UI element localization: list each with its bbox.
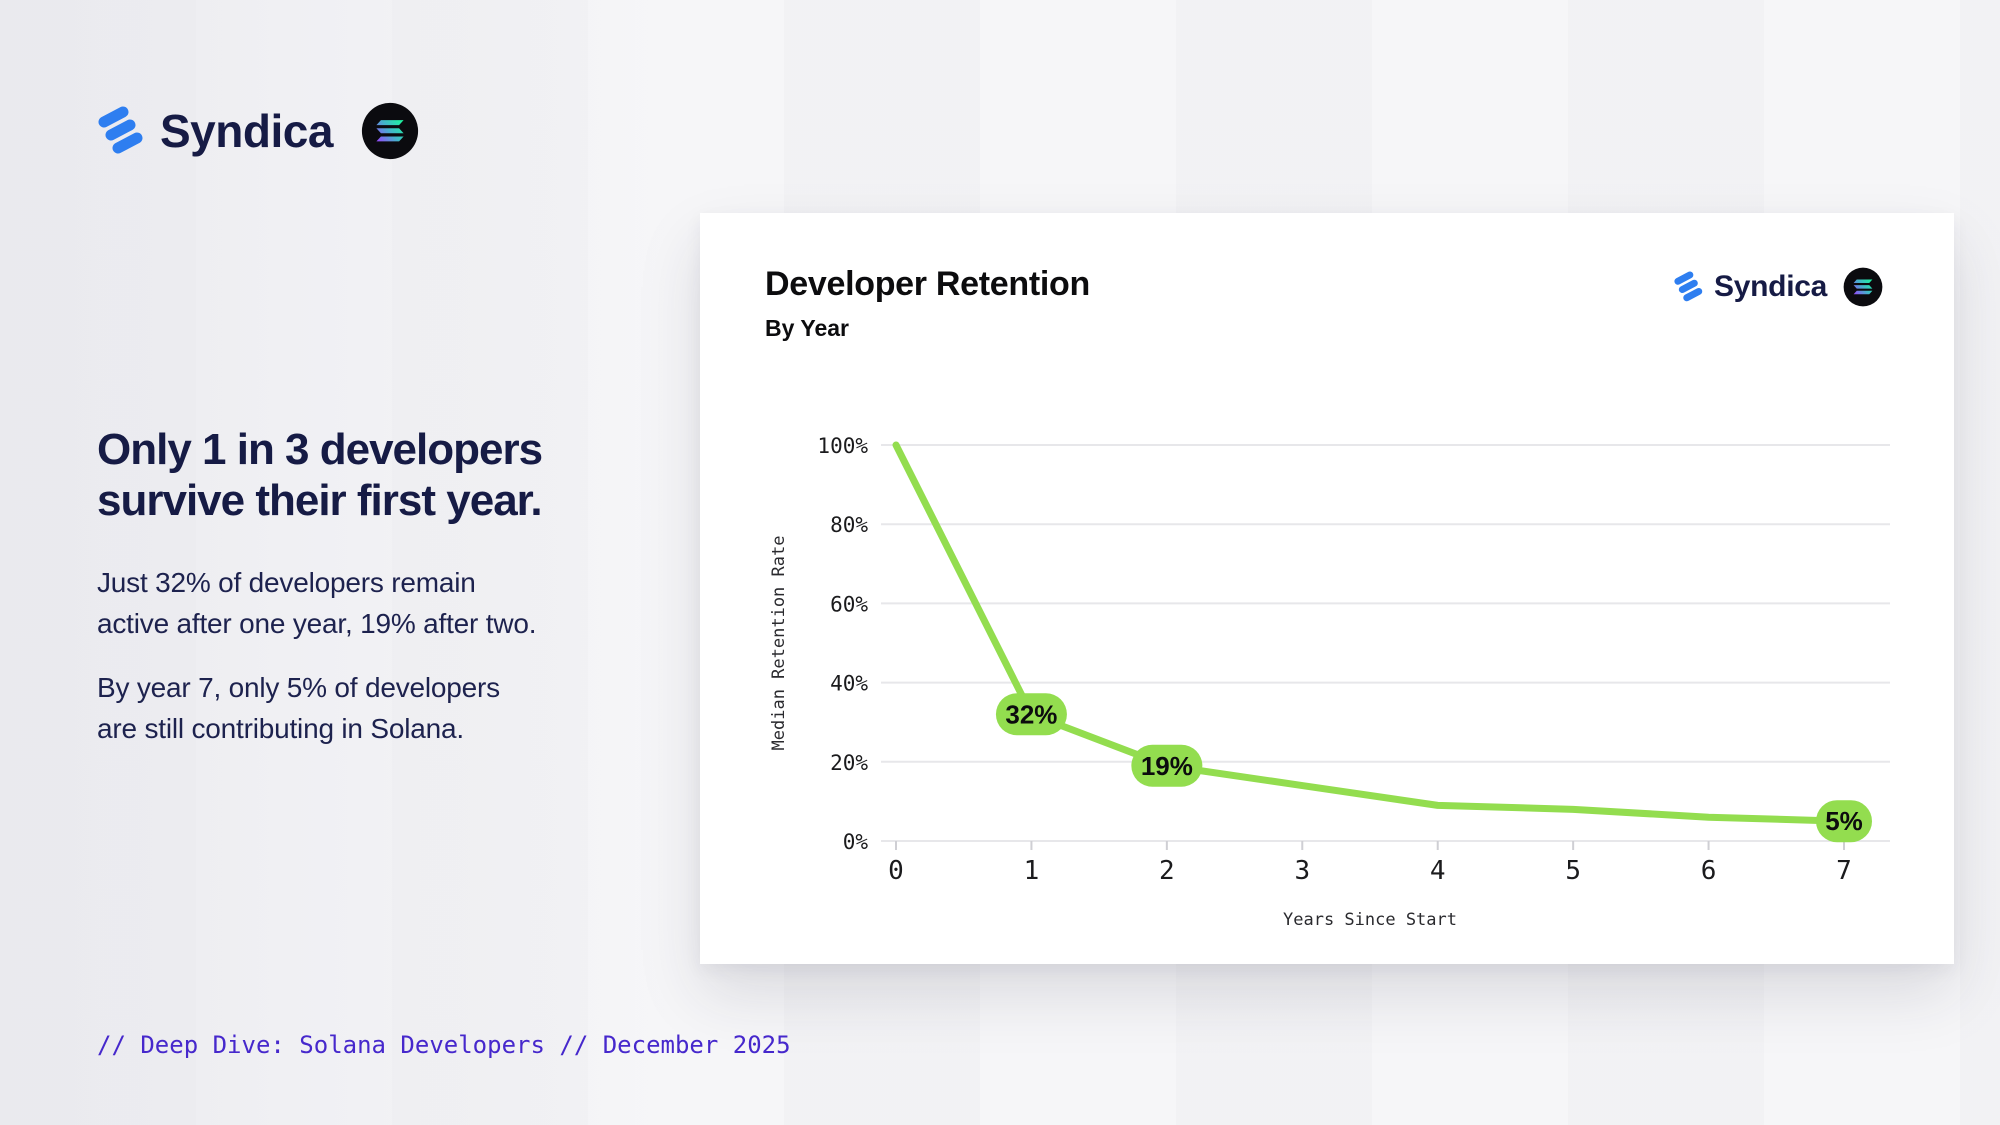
solana-badge-icon (1843, 267, 1883, 307)
syndica-dots-icon (1674, 271, 1703, 302)
chart-title: Developer Retention (765, 265, 1090, 303)
intro-copy: Only 1 in 3 developers survive their fir… (97, 424, 697, 749)
headline: Only 1 in 3 developers survive their fir… (97, 425, 543, 525)
y-tick-label: 0% (843, 830, 869, 854)
syndica-wordmark: Syndica (160, 105, 333, 157)
chart-subtitle: By Year (765, 315, 849, 341)
x-tick-label: 5 (1565, 856, 1581, 886)
y-tick-label: 80% (830, 513, 868, 537)
x-tick-label: 0 (888, 856, 904, 886)
y-tick-label: 100% (817, 434, 868, 458)
syndica-wordmark: Syndica (1714, 270, 1827, 303)
syndica-dots-icon (98, 106, 143, 154)
intro-paragraph-2: By year 7, only 5% of developers are sti… (97, 672, 500, 744)
footer-caption: // Deep Dive: Solana Developers // Decem… (97, 1031, 791, 1059)
x-tick-label: 7 (1836, 856, 1852, 886)
data-label-pill (1131, 744, 1203, 787)
x-tick-label: 6 (1701, 856, 1717, 886)
data-label-text: 5% (1825, 806, 1863, 836)
y-tick-label: 40% (830, 672, 868, 696)
brand-header: Syndica (90, 101, 419, 161)
data-label-text: 19% (1141, 751, 1193, 781)
x-tick-label: 4 (1430, 856, 1446, 886)
y-tick-label: 60% (830, 592, 868, 616)
retention-line (892, 441, 1848, 825)
x-axis-title: Years Since Start (1283, 910, 1457, 930)
y-axis-title: Median Retention Rate (769, 536, 789, 751)
data-label-pill (995, 693, 1067, 736)
card-brand-lockup: Syndica (1669, 267, 1883, 307)
data-label-pill (1816, 800, 1872, 843)
intro-paragraph-1: Just 32% of developers remain active aft… (97, 567, 537, 639)
data-label-text: 32% (1005, 699, 1057, 729)
solana-badge-icon (361, 102, 419, 160)
retention-line-chart: 0% 20% 40% 60% 80% 100% 0 1 2 3 4 5 6 7 Years Since St… (769, 434, 1890, 930)
x-tick-label: 3 (1294, 856, 1310, 886)
chart-card: Developer Retention By Year Syndica 0% 20… (700, 213, 1954, 964)
y-tick-label: 20% (830, 751, 868, 775)
x-tick-label: 1 (1024, 856, 1040, 886)
x-tick-label: 2 (1159, 856, 1175, 886)
